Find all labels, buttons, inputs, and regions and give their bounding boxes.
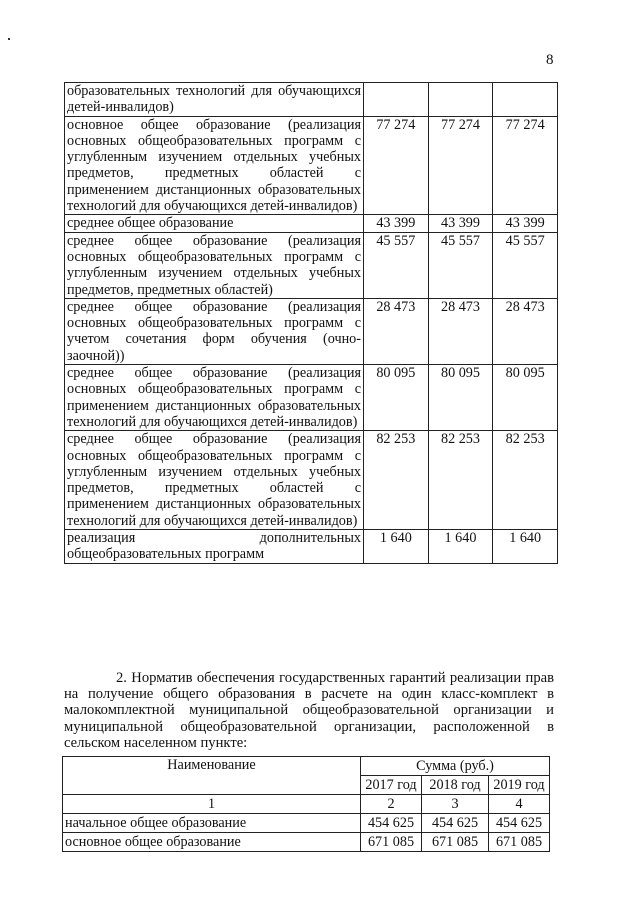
value-2017: 1 640 xyxy=(363,529,429,564)
table-row: среднее общее образование 43 399 43 399 43 … xyxy=(64,214,558,233)
table-row: среднее общее образование (реализация ос… xyxy=(64,297,558,366)
row-name: среднее общее образование (реализация ос… xyxy=(64,364,364,432)
header-name: Наименование xyxy=(62,756,361,795)
value-2017 xyxy=(363,82,429,117)
table-row: образовательных технологий для обучающих… xyxy=(64,82,558,117)
column-number-row: 1 2 3 4 xyxy=(62,794,550,814)
header-year: 2017 год xyxy=(360,775,422,795)
header-year: 2018 год xyxy=(421,775,489,795)
value-2017: 45 557 xyxy=(363,231,429,299)
table-row: среднее общее образование (реализация ос… xyxy=(64,364,558,432)
value-2017: 28 473 xyxy=(363,297,429,366)
table-row: реализация дополнительных общеобразовате… xyxy=(64,529,558,564)
row-name: образовательных технологий для обучающих… xyxy=(64,82,364,117)
value-2017: 77 274 xyxy=(363,115,429,216)
value-2017: 671 085 xyxy=(360,832,422,852)
row-name: среднее общее образование xyxy=(64,214,364,233)
value-2018: 82 253 xyxy=(427,430,494,531)
table-row: основное общее образование (реализация о… xyxy=(64,115,558,216)
class-set-norms-table: Наименование Сумма (руб.) 2017 год 2018 … xyxy=(62,756,550,852)
header-sum: Сумма (руб.) xyxy=(360,756,550,776)
value-2019: 1 640 xyxy=(492,529,558,564)
column-number: 1 xyxy=(62,794,361,814)
section-2-paragraph: 2. Норматив обеспечения государственных … xyxy=(64,670,554,751)
table-row: основное общее образование 671 085 671 0… xyxy=(62,832,550,852)
value-2019: 28 473 xyxy=(492,297,558,366)
table-row: начальное общее образование 454 625 454 … xyxy=(62,813,550,833)
norms-table-continued: образовательных технологий для обучающих… xyxy=(64,82,558,564)
value-2018: 454 625 xyxy=(421,813,489,833)
value-2019: 454 625 xyxy=(488,813,550,833)
value-2018: 45 557 xyxy=(427,231,494,299)
value-2018: 1 640 xyxy=(427,529,494,564)
table-header-row: Наименование Сумма (руб.) xyxy=(62,756,550,795)
value-2019: 80 095 xyxy=(492,364,558,432)
value-2017: 454 625 xyxy=(360,813,422,833)
header-year: 2019 год xyxy=(488,775,550,795)
row-name: основное общее образование xyxy=(62,832,361,852)
column-number: 4 xyxy=(488,794,550,814)
value-2019: 671 085 xyxy=(488,832,550,852)
row-name: среднее общее образование (реализация ос… xyxy=(64,231,364,299)
value-2019 xyxy=(492,82,558,117)
value-2019: 77 274 xyxy=(492,115,558,216)
value-2018 xyxy=(427,82,494,117)
row-name: среднее общее образование (реализация ос… xyxy=(64,297,364,366)
row-name: реализация дополнительных общеобразовате… xyxy=(64,529,364,564)
column-number: 3 xyxy=(421,794,489,814)
row-name: среднее общее образование (реализация ос… xyxy=(64,430,364,531)
table-row: среднее общее образование (реализация ос… xyxy=(64,430,558,531)
page-number: 8 xyxy=(546,52,554,68)
value-2019: 45 557 xyxy=(492,231,558,299)
row-name: начальное общее образование xyxy=(62,813,361,833)
value-2018: 43 399 xyxy=(427,214,494,233)
table-row: среднее общее образование (реализация ос… xyxy=(64,231,558,299)
row-name: основное общее образование (реализация о… xyxy=(64,115,364,216)
value-2017: 80 095 xyxy=(363,364,429,432)
value-2019: 43 399 xyxy=(492,214,558,233)
value-2018: 28 473 xyxy=(427,297,494,366)
scan-speck xyxy=(8,38,10,40)
value-2018: 80 095 xyxy=(427,364,494,432)
value-2017: 82 253 xyxy=(363,430,429,531)
value-2019: 82 253 xyxy=(492,430,558,531)
value-2018: 671 085 xyxy=(421,832,489,852)
column-number: 2 xyxy=(360,794,422,814)
value-2018: 77 274 xyxy=(427,115,494,216)
value-2017: 43 399 xyxy=(363,214,429,233)
